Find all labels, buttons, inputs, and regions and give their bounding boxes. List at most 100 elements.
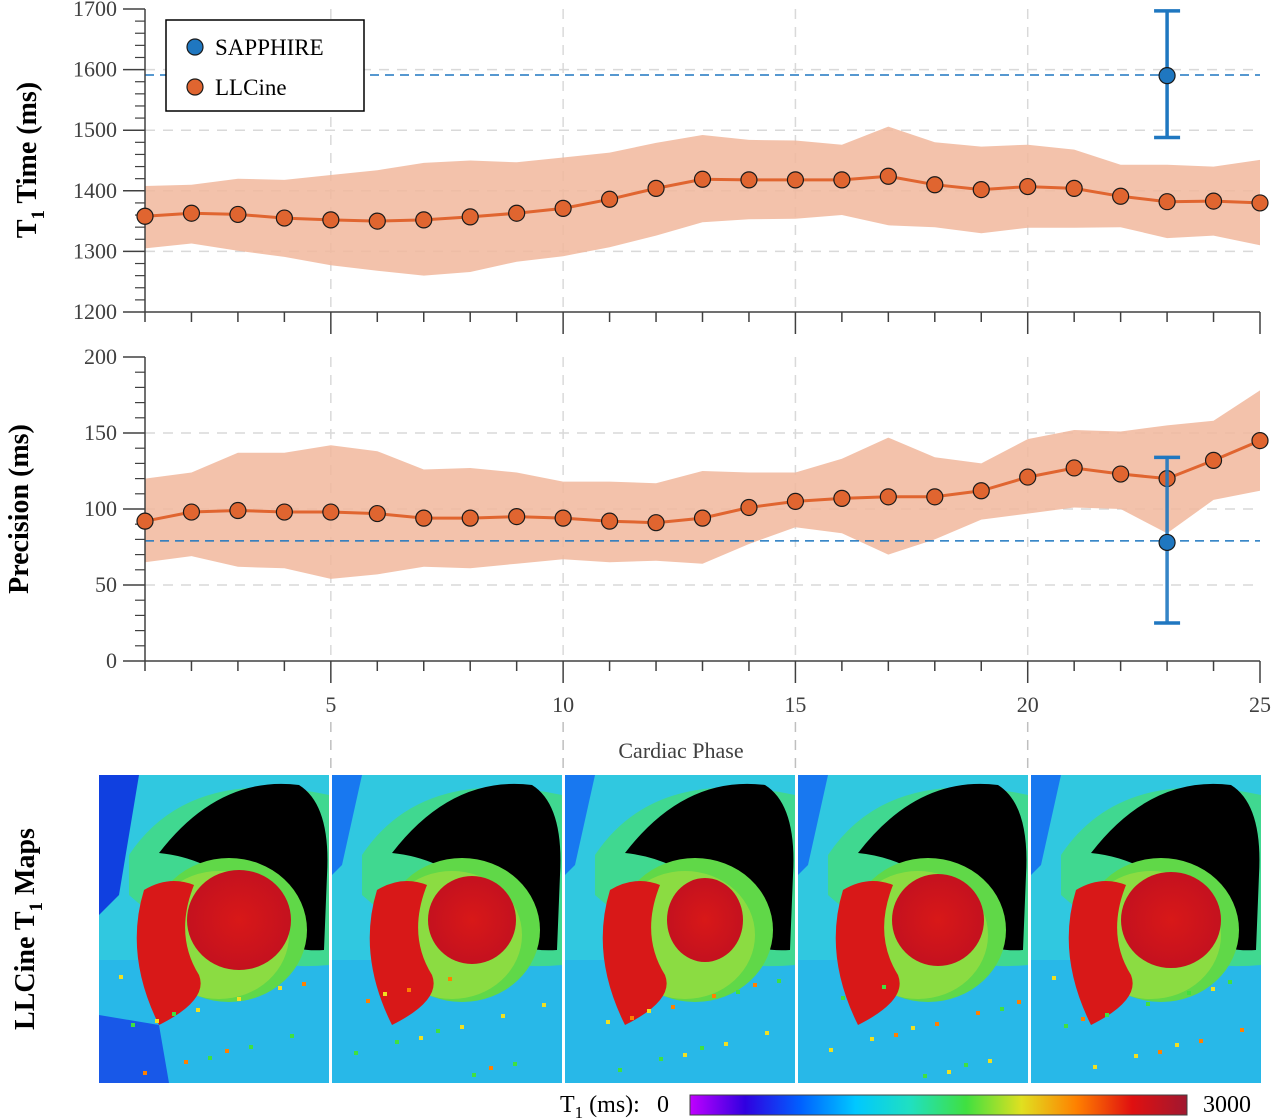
llcine-point [647,514,665,532]
llcine-std-band [145,390,1260,579]
y-tick-label: 1500 [73,117,117,142]
precision-ylabel: Precision (ms) [4,424,35,594]
map-lv-blood-pool [667,878,743,962]
map-speckle [630,1016,634,1020]
map-speckle [911,1026,915,1030]
map-speckle [606,1020,610,1024]
map-speckle [841,996,845,1000]
y-tick-label: 1300 [73,238,117,263]
y-tick-label: 1700 [73,0,117,21]
llcine-point [740,498,758,517]
precision-y-tick-labels: 0 50 100 150 200 [84,344,117,673]
t1-ylabel: T1 Time (ms) [12,82,49,238]
llcine-point [508,204,526,222]
map-blue-region [1031,775,1061,875]
map-speckle [184,1060,188,1064]
colorbar-min-label: 0 [657,1092,669,1118]
map-speckle [225,1049,229,1053]
map-speckle [700,1046,704,1050]
y-tick-label: 200 [84,344,117,369]
map-blue-region [99,775,139,915]
legend-label-sapphire: SAPPHIRE [215,35,324,60]
llcine-point [1112,187,1130,205]
llcine-point [554,199,572,217]
map-speckle [1000,1007,1004,1011]
llcine-point [508,507,526,526]
map-speckle [976,1011,980,1015]
map-content [99,775,329,1083]
llcine-point [1065,459,1083,477]
map-blue-region [798,775,828,875]
precision-llcine-band [145,390,1260,579]
llcine-point [1204,192,1223,210]
map-speckle [947,1070,951,1074]
legend-marker-sapphire [186,38,204,56]
map-speckle [489,1066,493,1070]
map-speckle [882,985,886,989]
y-tick-label: 1600 [73,57,117,82]
map-speckle [1158,1050,1162,1054]
llcine-point [275,209,293,227]
llcine-point [229,501,247,520]
map-blue-region [565,775,595,875]
map-content [1031,775,1261,1083]
map-phase-21 [1031,775,1264,1083]
map-speckle [542,1003,546,1007]
t1-axes [123,8,1261,334]
llcine-point [1019,177,1037,196]
x-tick-label: 25 [1249,692,1271,717]
map-speckle [1134,1054,1138,1058]
llcine-point [136,512,154,530]
map-speckle [383,992,387,996]
map-speckle [472,1073,476,1077]
map-speckle [829,1048,833,1052]
map-speckle [354,1051,358,1055]
map-speckle [290,1034,294,1038]
t1-llcine-band [145,126,1260,276]
llcine-point [600,190,619,208]
llcine-point [693,170,712,188]
map-blue-region [332,775,362,875]
llcine-point [600,512,619,530]
y-tick-label: 1200 [73,299,117,324]
t1-sapphire-point [1154,9,1181,140]
llcine-point [740,171,758,189]
map-speckle [765,1031,769,1035]
precision-llcine-points [136,432,1269,532]
x-axis-label: Cardiac Phase [618,738,743,763]
maps-ylabel: LLCine T1 Maps [10,828,47,1030]
map-speckle [143,1071,147,1075]
map-speckle [935,1022,939,1026]
llcine-point [833,171,851,189]
map-speckle [736,990,740,994]
y-tick-label: 150 [84,420,117,445]
x-tick-label: 10 [552,692,574,717]
y-tick-label: 1400 [73,178,117,203]
t1-time-panel: 1200 1300 1400 1500 1600 1700 T1 Time (ms) SA… [12,0,1269,334]
x-tick-label: 15 [784,692,806,717]
map-speckle [964,1063,968,1067]
y-tick-label: 0 [106,648,117,673]
map-speckle [1187,991,1191,995]
llcine-point [368,504,386,523]
map-phase-16 [798,775,1031,1083]
llcine-point [972,180,990,199]
map-lv-blood-pool [892,874,984,966]
llcine-point [786,492,805,510]
map-speckle [172,1012,176,1016]
map-speckle [618,1068,622,1072]
map-speckle [1064,1024,1068,1028]
x-tick-labels: 5 10 15 20 25 [325,692,1271,717]
map-phase-11 [565,775,798,1083]
precision-panel: 0 50 100 150 200 5 10 15 20 25 Precision (ms) [4,344,1271,717]
map-lv-blood-pool [1121,872,1221,968]
precision-axes [123,356,1261,683]
x-tick-label: 20 [1017,692,1039,717]
llcine-point [926,488,944,506]
llcine-point [322,211,340,229]
map-speckle [131,1023,135,1027]
map-speckle [208,1056,212,1060]
llcine-point [415,509,433,527]
llcine-point [1019,468,1037,486]
